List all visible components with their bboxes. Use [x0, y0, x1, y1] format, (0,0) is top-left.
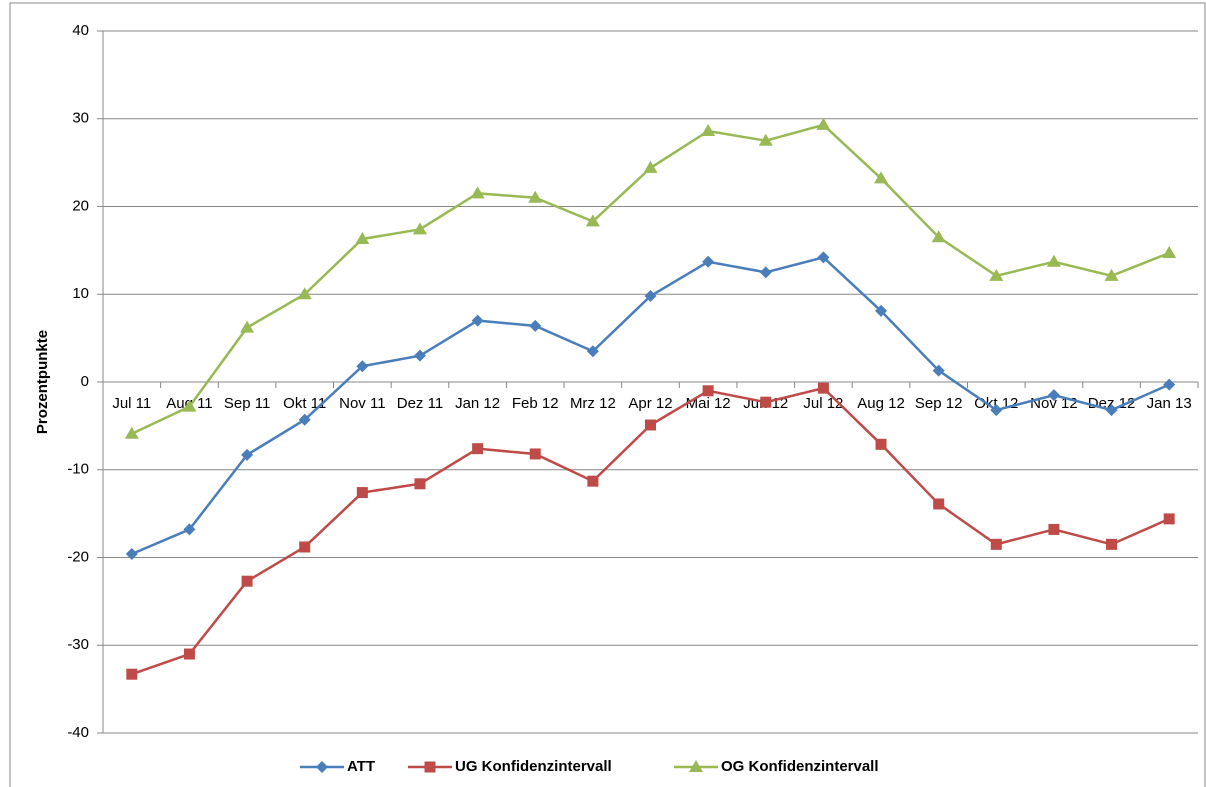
data-point [528, 190, 543, 203]
data-point [644, 290, 657, 303]
data-point [586, 345, 599, 358]
data-point [240, 320, 255, 333]
legend-label: ATT [347, 758, 375, 775]
x-tick-label: Mrz 12 [570, 395, 616, 412]
data-point [990, 404, 1003, 417]
x-tick-label: Jan 12 [455, 395, 500, 412]
x-tick-label: Jan 13 [1147, 395, 1192, 412]
x-tick-label: Sep 11 [224, 395, 270, 412]
data-point [989, 268, 1004, 281]
y-tick-label: 0 [81, 373, 89, 390]
legend-marker [424, 761, 436, 773]
x-tick-label: Mai 12 [686, 395, 731, 412]
data-point [702, 255, 715, 268]
data-point [1163, 513, 1175, 525]
data-point [702, 385, 714, 397]
data-point [1047, 389, 1060, 402]
data-point [817, 251, 830, 264]
data-point [529, 448, 541, 460]
data-point [1106, 538, 1118, 550]
data-point [125, 547, 138, 560]
data-point [183, 648, 195, 660]
legend-label: UG Konfidenzintervall [455, 758, 612, 775]
data-point [587, 475, 599, 487]
data-point [1046, 254, 1061, 267]
data-point [182, 399, 197, 412]
data-point [931, 230, 946, 243]
data-point [356, 360, 369, 373]
data-point [645, 419, 656, 431]
data-point [1105, 404, 1118, 417]
data-point [529, 319, 542, 332]
data-point [414, 478, 426, 490]
y-tick-label: 40 [72, 22, 89, 39]
legend-marker [689, 760, 703, 772]
data-point [183, 523, 196, 536]
legend-marker [316, 761, 328, 773]
data-point [1163, 378, 1176, 391]
data-point [472, 443, 484, 455]
y-tick-label: 20 [72, 197, 89, 214]
data-point [759, 266, 772, 279]
data-point [297, 287, 312, 300]
y-tick-label: -30 [67, 636, 89, 653]
x-tick-label: Apr 12 [628, 395, 672, 412]
y-axis-label: Prozentpunkte [34, 330, 51, 434]
chart-frame [9, 2, 1206, 787]
data-point [643, 160, 658, 173]
x-tick-label: Aug 12 [857, 395, 905, 412]
data-point [1104, 268, 1119, 281]
data-point [758, 133, 773, 146]
data-point [470, 186, 485, 199]
x-tick-label: Okt 11 [283, 395, 326, 412]
data-point [701, 124, 716, 137]
y-tick-label: 10 [72, 285, 89, 302]
data-point [412, 222, 427, 235]
data-point [241, 575, 253, 587]
y-tick-label: 30 [72, 110, 89, 127]
data-point [760, 396, 772, 408]
data-point [875, 438, 887, 450]
data-point [413, 349, 426, 362]
data-point [471, 314, 484, 327]
data-point [356, 487, 368, 499]
data-point [1048, 523, 1060, 535]
data-point [932, 364, 945, 377]
data-point [126, 668, 138, 680]
data-point [241, 448, 254, 461]
data-point [1162, 246, 1177, 259]
data-point [817, 382, 829, 394]
y-tick-label: -10 [67, 461, 89, 478]
x-tick-label: Dez 11 [397, 395, 443, 412]
y-tick-label: -20 [67, 548, 89, 565]
data-point [355, 231, 370, 244]
data-point [875, 304, 888, 317]
legend-label: OG Konfidenzintervall [721, 758, 879, 775]
x-tick-label: Sep 12 [915, 395, 963, 412]
x-tick-label: Jul 11 [112, 395, 151, 412]
y-tick-label: -40 [67, 724, 89, 741]
data-point [299, 541, 311, 553]
data-point [933, 498, 945, 510]
data-point [990, 538, 1002, 550]
data-point [585, 214, 600, 227]
data-point [124, 426, 139, 439]
data-point [298, 413, 311, 426]
data-point [874, 171, 889, 184]
x-tick-label: Feb 12 [512, 395, 559, 412]
data-point [816, 117, 831, 130]
x-tick-label: Nov 11 [339, 395, 385, 412]
